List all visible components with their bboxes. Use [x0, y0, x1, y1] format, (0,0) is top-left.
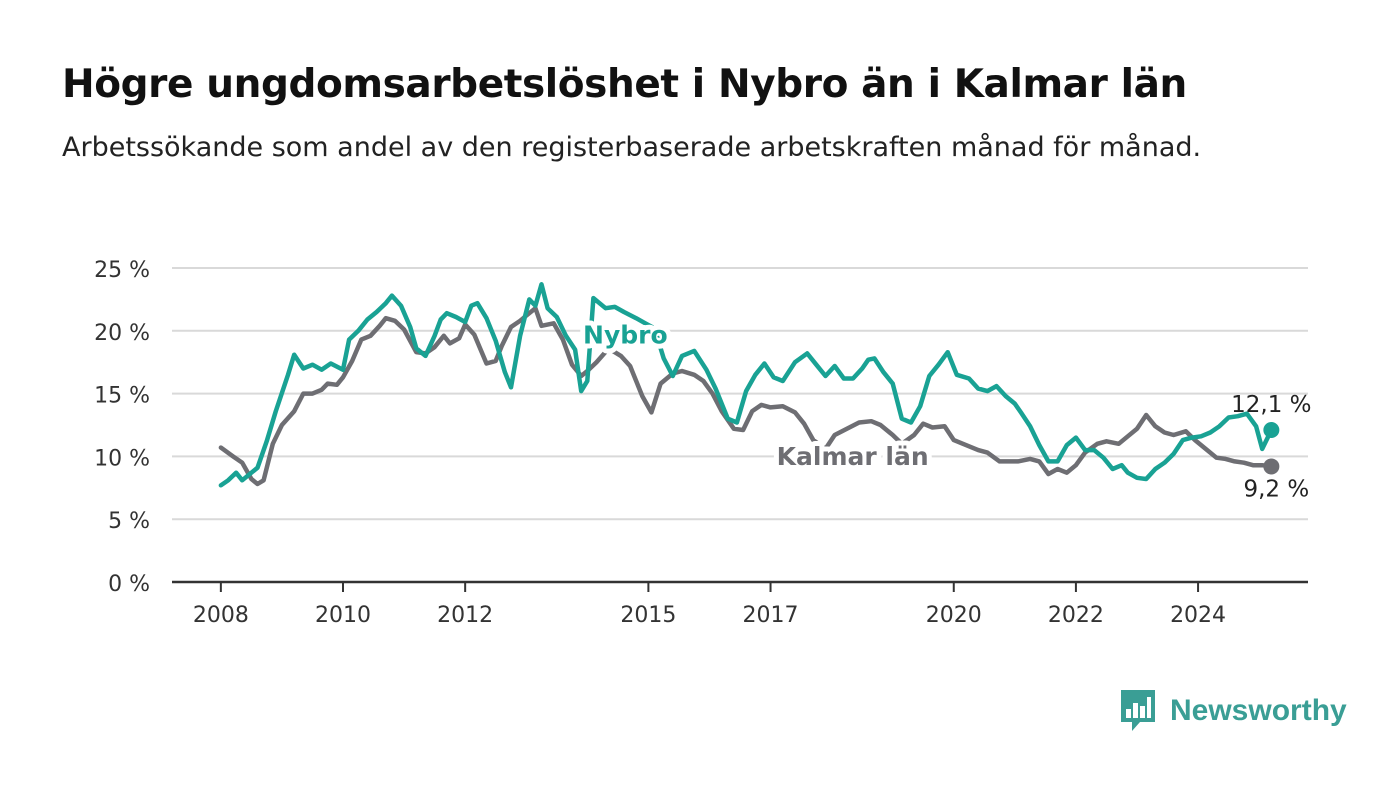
series-end-point-kalmar-l-n [1263, 458, 1280, 475]
x-tick-label: 2008 [193, 603, 249, 628]
chart-subtitle: Arbetssökande som andel av den registerb… [62, 132, 1202, 163]
end-value-label-nybro: 12,1 % [1231, 392, 1311, 418]
end-value-label-kalmar-lan: 9,2 % [1243, 476, 1309, 502]
chart-title: Högre ungdomsarbetslöshet i Nybro än i K… [62, 62, 1187, 107]
y-tick-label: 0 % [108, 572, 150, 597]
x-tick-label: 2017 [743, 603, 799, 628]
y-tick-label: 25 % [94, 258, 150, 283]
series-line-kalmar-l-n [218, 305, 1274, 487]
brand-name: Newsworthy [1170, 694, 1347, 727]
x-tick-label: 2015 [620, 603, 676, 628]
x-tick-label: 2010 [315, 603, 371, 628]
x-tick-label: 2012 [437, 603, 493, 628]
x-tick-label: 2020 [926, 603, 982, 628]
y-tick-label: 20 % [94, 321, 150, 346]
y-tick-label: 15 % [94, 384, 150, 409]
series-line-nybro [218, 282, 1274, 488]
y-tick-label: 5 % [108, 509, 150, 534]
newsworthy-logo: Newsworthy [1118, 688, 1347, 734]
y-tick-label: 10 % [94, 446, 150, 471]
x-tick-label: 2022 [1048, 603, 1104, 628]
x-tick-label: 2024 [1170, 603, 1226, 628]
series-label-kalmar-lan: Kalmar län [777, 442, 929, 471]
newsworthy-chart-bubble-icon [1121, 690, 1155, 731]
series-end-point-nybro [1263, 422, 1280, 439]
series-label-nybro: Nybro [583, 320, 668, 349]
